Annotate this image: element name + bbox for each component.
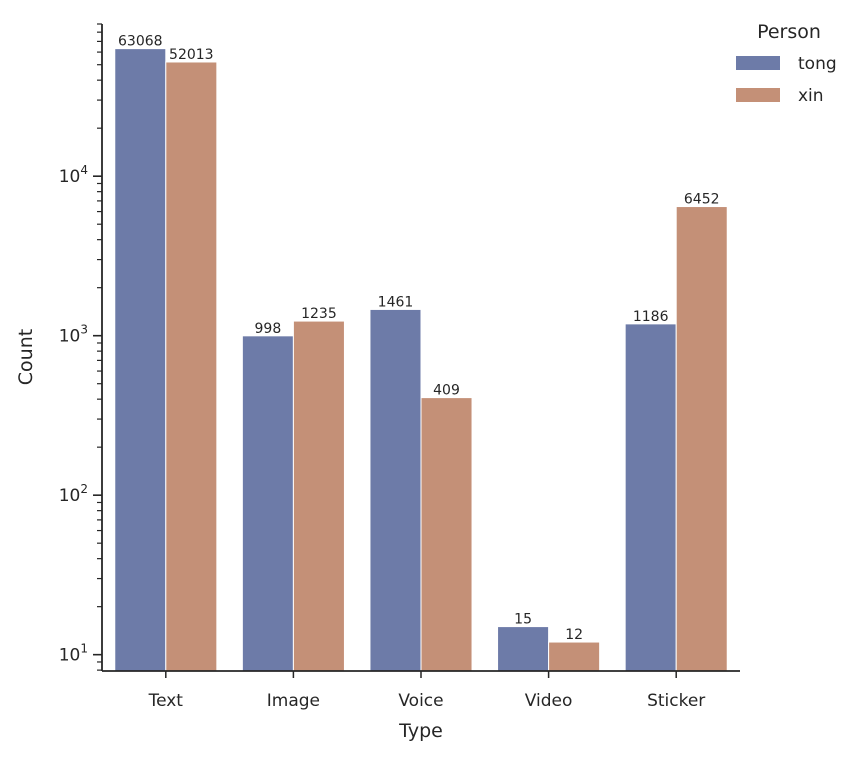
x-tick-label-sticker: Sticker: [647, 691, 705, 711]
x-tick-label-voice: Voice: [398, 691, 443, 711]
x-tick-label-text: Text: [148, 691, 184, 711]
bars-layer: [114, 48, 728, 672]
y-tick-label-1000: 103: [59, 323, 88, 347]
bar-tong-image: [241, 335, 294, 672]
data-label-tong-image: 998: [255, 321, 282, 337]
bar-xin-voice: [420, 397, 473, 672]
data-label-tong-sticker: 1186: [633, 309, 669, 325]
y-tick-label-10: 101: [59, 642, 88, 666]
x-tick-label-video: Video: [525, 691, 573, 711]
legend: Person tong xin: [736, 21, 837, 106]
bar-xin-image: [292, 320, 345, 672]
x-axis-title: Type: [398, 720, 443, 742]
legend-title: Person: [757, 21, 821, 43]
bar-tong-video: [497, 626, 550, 672]
legend-swatch-tong: [736, 56, 780, 70]
bar-tong-sticker: [624, 323, 677, 672]
data-label-tong-video: 15: [514, 612, 532, 628]
x-tick-label-image: Image: [267, 691, 320, 711]
legend-label-tong: tong: [798, 54, 837, 74]
data-label-xin-voice: 409: [433, 383, 460, 399]
data-labels-layer: 63068 52013 998 1235 1461 409 15 12 1186 6452: [118, 34, 720, 643]
data-label-tong-text: 63068: [118, 34, 163, 50]
y-tick-label-100: 102: [59, 482, 88, 506]
bar-xin-text: [165, 61, 218, 672]
bar-xin-video: [548, 641, 601, 672]
bar-tong-text: [114, 48, 167, 672]
legend-label-xin: xin: [798, 86, 824, 106]
data-label-tong-voice: 1461: [378, 294, 414, 310]
bar-xin-sticker: [675, 206, 728, 672]
data-label-xin-image: 1235: [301, 306, 337, 322]
axes-layer: Text Image Voice Video Sticker 101 102 103 104: [59, 23, 740, 711]
data-label-xin-video: 12: [565, 627, 583, 643]
data-label-xin-sticker: 6452: [684, 192, 720, 208]
y-axis-title: Count: [15, 329, 37, 385]
data-label-xin-text: 52013: [169, 47, 214, 63]
legend-swatch-xin: [736, 88, 780, 102]
bar-tong-voice: [369, 308, 422, 672]
y-tick-label-10000: 104: [59, 163, 88, 187]
